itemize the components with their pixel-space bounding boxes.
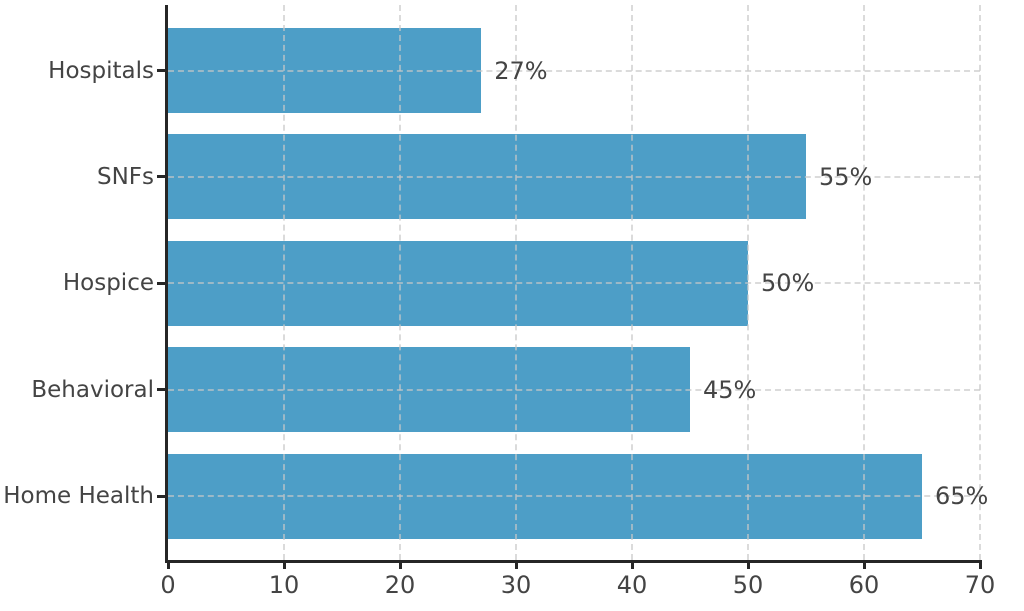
y-tick-mark [157,281,165,285]
x-gridline [979,5,981,560]
x-tick-label: 20 [384,571,416,599]
x-gridline [863,5,865,560]
category-gridline [168,495,980,498]
category-gridline [168,388,980,391]
x-tick-label: 70 [964,571,996,599]
y-axis-spine [165,5,168,563]
y-tick-mark [157,388,165,392]
x-gridline [515,5,517,560]
y-tick-mark [157,175,165,179]
x-tick-mark [746,560,750,569]
x-gridline [747,5,749,560]
x-tick-mark [398,560,402,569]
x-gridline [399,5,401,560]
x-tick-mark [282,560,286,569]
category-label: Behavioral [31,376,154,403]
x-tick-mark [978,560,982,569]
x-tick-label: 0 [160,571,176,599]
category-label: Home Health [3,483,154,510]
x-tick-label: 10 [268,571,300,599]
y-tick-mark [157,69,165,72]
x-axis-spine [165,560,981,563]
y-tick-mark [157,494,165,498]
x-tick-mark [166,560,170,569]
category-gridline [168,69,980,72]
value-label: 55% [819,162,873,191]
x-tick-label: 60 [848,571,880,599]
value-label: 65% [935,482,989,511]
x-tick-label: 50 [732,571,764,599]
x-tick-label: 30 [500,571,532,599]
value-label: 50% [761,269,815,298]
x-tick-label: 40 [616,571,648,599]
x-tick-mark [862,560,866,569]
category-gridline [168,282,980,285]
x-gridline [283,5,285,560]
category-label: Hospitals [48,57,154,84]
category-label: SNFs [96,163,154,190]
value-label: 27% [494,56,548,85]
category-gridline [168,175,980,178]
category-label: Hospice [62,270,154,297]
value-label: 45% [703,375,757,404]
x-gridline [631,5,633,560]
x-tick-mark [514,560,518,569]
x-tick-mark [630,560,634,569]
